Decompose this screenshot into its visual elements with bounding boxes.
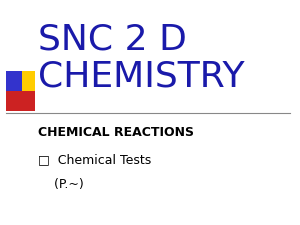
Text: (P.~): (P.~) — [38, 178, 84, 191]
Bar — [22, 91, 35, 111]
Text: CHEMICAL REACTIONS: CHEMICAL REACTIONS — [38, 126, 194, 139]
Text: SNC 2 D
CHEMISTRY: SNC 2 D CHEMISTRY — [38, 22, 245, 93]
Bar — [6, 71, 22, 91]
Bar — [22, 71, 35, 91]
Bar — [6, 91, 22, 111]
Text: □  Chemical Tests: □ Chemical Tests — [38, 153, 152, 166]
